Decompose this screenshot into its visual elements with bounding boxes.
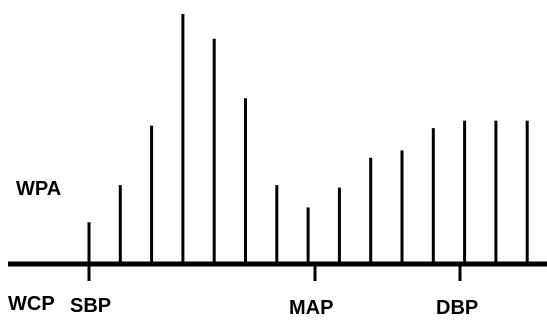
wcp-label: WCP <box>8 293 55 315</box>
wpa-label: WPA <box>16 178 61 200</box>
sbp-label: SBP <box>70 295 111 317</box>
map-label: MAP <box>289 297 333 319</box>
pulse-bars-group <box>87 14 529 262</box>
dbp-label: DBP <box>436 297 478 319</box>
